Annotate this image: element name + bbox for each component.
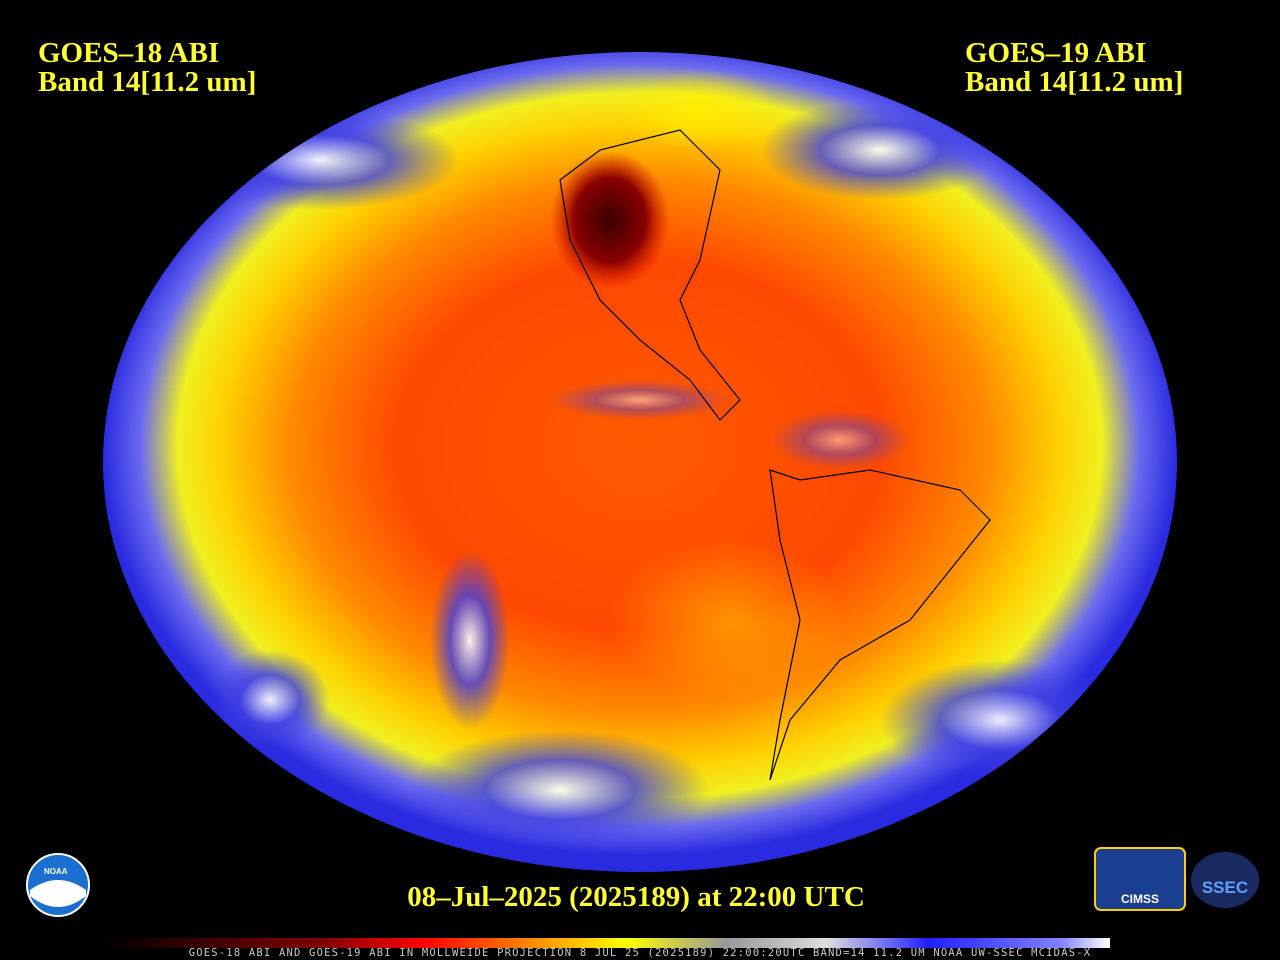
ssec-logo (1191, 852, 1259, 908)
left-satellite-label: GOES–18 ABI (38, 37, 219, 69)
coastline (559, 129, 741, 421)
ssec-logo-text: SSEC (1202, 878, 1248, 897)
footer-caption: GOES-18 ABI AND GOES-19 ABI IN MOLLWEIDE… (189, 947, 1092, 959)
color-scale (100, 938, 1110, 948)
cloud-band (550, 380, 730, 420)
cloud-band (410, 730, 710, 850)
timestamp: 08–Jul–2025 (2025189) at 22:00 UTC (407, 881, 865, 913)
cloud-band (770, 410, 910, 470)
cloud-band (210, 650, 330, 750)
cloud-band (610, 540, 850, 700)
noaa-logo-wave (30, 880, 86, 907)
cloud-band (180, 110, 460, 210)
earth-disk (103, 52, 1177, 872)
cloud-band (760, 100, 1000, 200)
cimss-logo (1094, 847, 1186, 911)
heat-spot (550, 150, 670, 290)
right-band-label: Band 14[11.2 um] (965, 66, 1183, 98)
noaa-logo-text: NOAA (44, 867, 68, 876)
cloud-band (430, 550, 510, 730)
coastline (769, 469, 991, 781)
right-satellite-label: GOES–19 ABI (965, 37, 1146, 69)
cimss-logo-text: CIMSS (1121, 892, 1159, 906)
left-band-label: Band 14[11.2 um] (38, 66, 256, 98)
cloud-band (880, 660, 1120, 780)
cloud-band (620, 70, 780, 150)
